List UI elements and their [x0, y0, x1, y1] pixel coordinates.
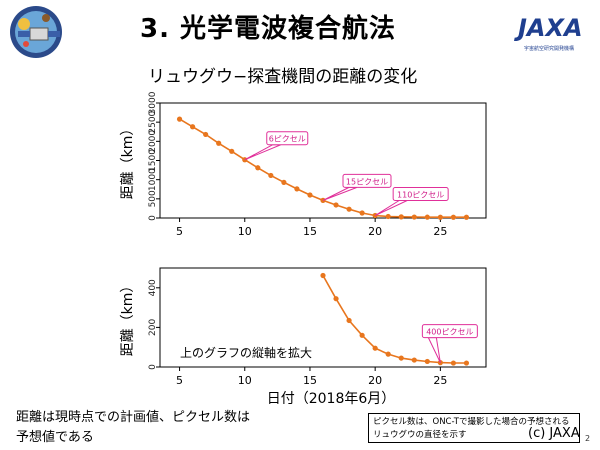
top-callout-pointer: [322, 186, 358, 201]
pixel-note-box: ピクセル数は、ONC-Tで撮影した場合の予想されるリュウグウの直径を示す: [368, 413, 580, 443]
copyright-text: (c) JAXA: [528, 426, 580, 441]
top-data-point: [294, 186, 300, 192]
top-callout-pointer: [374, 200, 408, 216]
bottom-y-axis-label: 距離（km）: [119, 279, 136, 357]
jaxa-logo: JAXA 宇宙航空研究開発機構: [514, 6, 594, 56]
top-callout-box: [342, 173, 392, 188]
bottom-x-tick-label: 20: [368, 374, 382, 387]
bottom-x-tick-label: 15: [303, 374, 317, 387]
page-number: 2: [585, 434, 591, 443]
top-data-point: [203, 131, 209, 138]
jaxa-logo-text: JAXA: [514, 14, 583, 42]
top-y-tick-label: 2500: [148, 110, 158, 133]
slide-title: 3. 光学電波複合航法: [140, 14, 397, 44]
bottom-y-tick-label: 400: [148, 279, 158, 296]
top-data-point: [307, 192, 313, 198]
bottom-inset-label: 上のグラフの縦軸を拡大: [180, 346, 312, 360]
chart-subtitle: リュウグウ−探査機間の距離の変化: [148, 67, 418, 87]
bottom-data-point: [424, 358, 430, 365]
top-y-tick-label: 2000: [148, 130, 158, 153]
bottom-data-point: [398, 355, 404, 361]
top-data-point: [190, 124, 196, 130]
top-data-point: [437, 214, 443, 220]
top-callout-label: 110ピクセル: [397, 191, 444, 200]
top-x-tick-label: 25: [433, 225, 447, 238]
bottom-data-point: [411, 357, 417, 363]
bottom-data-point: [346, 317, 352, 324]
bottom-y-tick-label: 0: [148, 364, 158, 370]
top-data-point: [346, 206, 352, 212]
top-x-tick-label: 5: [176, 225, 183, 238]
bottom-y-tick-label: 200: [148, 319, 158, 336]
top-data-point: [176, 116, 183, 122]
top-y-tick-label: 1000: [148, 168, 158, 191]
top-data-point: [411, 214, 417, 220]
bottom-plot-frame: [159, 267, 487, 368]
top-callout-pointer: [244, 144, 281, 161]
jaxa-logo-subtext: 宇宙航空研究開発機構: [524, 45, 574, 52]
bottom-series-line: [322, 275, 467, 364]
plan-note: 距離は現時点での計画値、ピクセル数は予想値である: [16, 410, 251, 445]
bottom-x-tick-label: 25: [433, 374, 447, 387]
bottom-data-point: [450, 360, 456, 366]
top-data-point: [268, 172, 274, 179]
top-x-tick-label: 20: [368, 225, 382, 238]
top-data-point: [463, 214, 470, 220]
bottom-data-point: [320, 272, 326, 279]
top-data-point: [398, 214, 404, 220]
top-data-point: [216, 140, 222, 146]
top-y-tick-label: 0: [148, 215, 158, 221]
top-data-point: [229, 148, 235, 154]
top-y-tick-label: 3000: [148, 91, 158, 114]
top-callout-box: [266, 131, 309, 146]
bottom-x-tick-label: 5: [176, 374, 183, 387]
top-callout-label: 15ピクセル: [346, 177, 388, 186]
bottom-data-point: [333, 296, 339, 302]
top-callout-label: 6ピクセル: [269, 135, 306, 144]
top-data-point: [424, 214, 430, 220]
bottom-data-point: [359, 332, 365, 338]
top-x-tick-label: 15: [303, 225, 317, 238]
bottom-data-point: [372, 345, 378, 351]
top-y-tick-label: 500: [148, 190, 158, 207]
top-data-point: [450, 214, 456, 220]
bottom-x-axis-label: 日付（2018年6月）: [267, 391, 396, 407]
top-data-point: [255, 165, 261, 171]
top-y-axis-label: 距離（km）: [119, 122, 136, 200]
top-data-point: [385, 213, 391, 220]
top-data-point: [333, 202, 339, 208]
bottom-callout-label: 400ピクセル: [426, 328, 473, 337]
top-callout-box: [392, 187, 449, 202]
top-data-point: [359, 210, 365, 216]
bottom-data-point: [385, 351, 391, 357]
bottom-callout-pointer: [427, 337, 441, 363]
mission-emblem-logo: [10, 6, 62, 58]
top-x-tick-label: 10: [238, 225, 252, 238]
bottom-callout-box: [421, 324, 478, 339]
bottom-x-tick-label: 10: [238, 374, 252, 387]
bottom-data-point: [463, 360, 470, 366]
top-y-tick-label: 1500: [148, 149, 158, 172]
top-data-point: [281, 179, 287, 185]
